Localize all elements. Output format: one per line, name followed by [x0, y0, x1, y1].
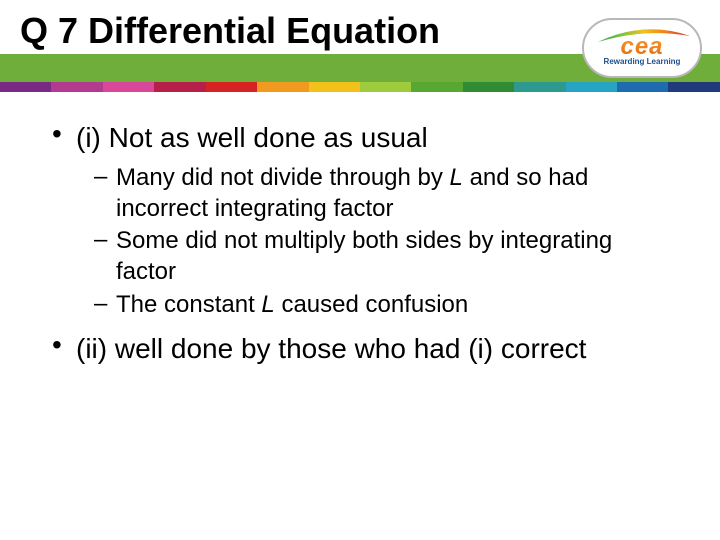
l2-item: Some did not multiply both sides by inte… [94, 226, 672, 287]
strip-seg [566, 82, 617, 92]
l1-text: (ii) well done by those who had (i) corr… [76, 331, 672, 366]
l1-item: (i) Not as well done as usual Many did n… [48, 120, 672, 321]
color-strip [0, 82, 720, 92]
logo-text: cea [620, 33, 663, 61]
title-wrap: Q 7 Differential Equation [20, 10, 570, 52]
l1-item: (ii) well done by those who had (i) corr… [48, 331, 672, 366]
l2-item: The constant L caused confusion [94, 290, 672, 321]
l2-em: L [261, 291, 274, 318]
logo-badge: cea Rewarding Learning [582, 18, 702, 78]
strip-seg [206, 82, 257, 92]
content: (i) Not as well done as usual Many did n… [48, 120, 672, 374]
strip-seg [51, 82, 102, 92]
l1-text: (i) Not as well done as usual [76, 120, 672, 155]
l2-em: L [450, 164, 463, 191]
strip-seg [617, 82, 668, 92]
l2-seg: The constant [116, 291, 261, 318]
l2-seg: Some did not multiply both sides by inte… [116, 227, 612, 285]
l2-text: Many did not divide through by L and so … [116, 164, 588, 222]
strip-seg [257, 82, 308, 92]
strip-seg [668, 82, 719, 92]
bullet-list-l1: (i) Not as well done as usual Many did n… [48, 120, 672, 366]
l2-text: Some did not multiply both sides by inte… [116, 227, 612, 285]
strip-seg [309, 82, 360, 92]
strip-seg [0, 82, 51, 92]
strip-seg [411, 82, 462, 92]
strip-seg [463, 82, 514, 92]
strip-seg [154, 82, 205, 92]
l2-item: Many did not divide through by L and so … [94, 163, 672, 224]
bullet-list-l2: Many did not divide through by L and so … [94, 163, 672, 321]
slide: Q 7 Differential Equation [0, 0, 720, 540]
strip-seg [103, 82, 154, 92]
slide-title: Q 7 Differential Equation [20, 10, 570, 52]
l2-text: The constant L caused confusion [116, 291, 468, 318]
l2-seg: Many did not divide through by [116, 164, 450, 191]
strip-seg [514, 82, 565, 92]
strip-seg [360, 82, 411, 92]
l2-seg: caused confusion [275, 291, 468, 318]
header: Q 7 Differential Equation [0, 0, 720, 95]
